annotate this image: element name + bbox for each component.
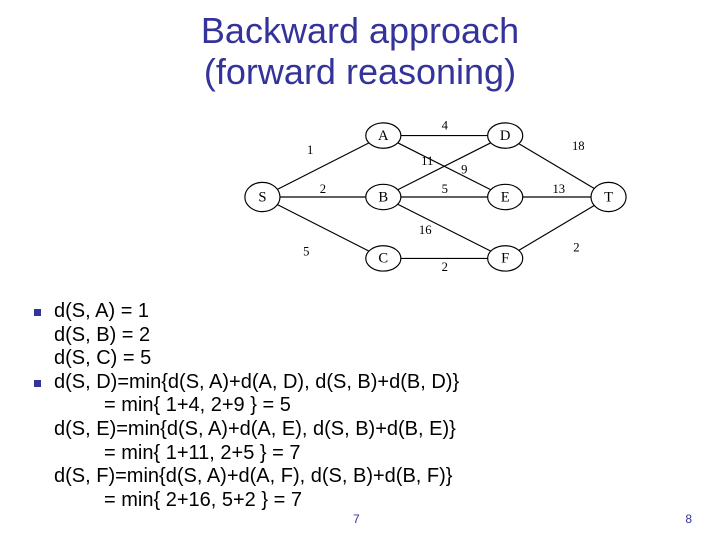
title-line-1: Backward approach xyxy=(201,10,519,51)
graph-node-label: C xyxy=(378,251,388,267)
edge-weight: 1 xyxy=(307,143,313,157)
equation-line: d(S, C) = 5 xyxy=(54,347,684,371)
graph-diagram: 1254119516218132SABCDEFT xyxy=(240,114,630,279)
graph-node-label: S xyxy=(258,189,266,205)
equation-line: = min{ 1+4, 2+9 } = 5 xyxy=(54,394,684,418)
equation-line: d(S, D)=min{d(S, A)+d(A, D), d(S, B)+d(B… xyxy=(54,371,684,395)
graph-edge xyxy=(277,205,369,252)
edge-weight: 2 xyxy=(573,241,579,255)
edge-weight: 5 xyxy=(442,182,448,196)
edge-weight: 16 xyxy=(419,223,432,237)
graph-node-label: T xyxy=(604,189,613,205)
bullet-icon xyxy=(34,380,41,387)
equation-line: d(S, A) = 1 xyxy=(54,300,684,324)
edge-weight: 13 xyxy=(552,182,565,196)
graph-edge xyxy=(398,204,491,251)
equation-line: = min{ 2+16, 5+2 } = 7 xyxy=(54,489,684,513)
graph-node-label: E xyxy=(501,189,510,205)
page-number-right: 8 xyxy=(685,512,692,526)
edge-weight: 4 xyxy=(442,119,449,133)
slide: Backward approach (forward reasoning) 1 2… xyxy=(0,0,720,540)
graph-node-label: D xyxy=(500,128,511,144)
equation-line: d(S, E)=min{d(S, A)+d(A, E), d(S, B)+d(B… xyxy=(54,418,684,442)
equation-line: d(S, B) = 2 xyxy=(54,324,684,348)
graph-node-label: A xyxy=(378,128,389,144)
bullet-icon xyxy=(34,309,41,316)
equation-line: = min{ 1+11, 2+5 } = 7 xyxy=(54,442,684,466)
edge-weight: 18 xyxy=(572,139,585,153)
edge-weight: 9 xyxy=(461,163,467,177)
slide-title: Backward approach (forward reasoning) xyxy=(0,10,720,93)
edge-weight: 5 xyxy=(303,244,309,258)
edge-weight: 11 xyxy=(421,154,433,168)
equation-line: d(S, F)=min{d(S, A)+d(A, F), d(S, B)+d(B… xyxy=(54,465,684,489)
edge-weight: 2 xyxy=(320,182,326,196)
graph-node-label: B xyxy=(378,189,388,205)
graph-node-label: F xyxy=(501,251,509,267)
edge-weight: 2 xyxy=(442,260,448,274)
equations-block: d(S, A) = 1d(S, B) = 2d(S, C) = 5d(S, D)… xyxy=(54,300,684,512)
page-number-center: 7 xyxy=(353,512,360,526)
graph-edge xyxy=(519,205,595,250)
title-line-2: (forward reasoning) xyxy=(204,51,516,92)
